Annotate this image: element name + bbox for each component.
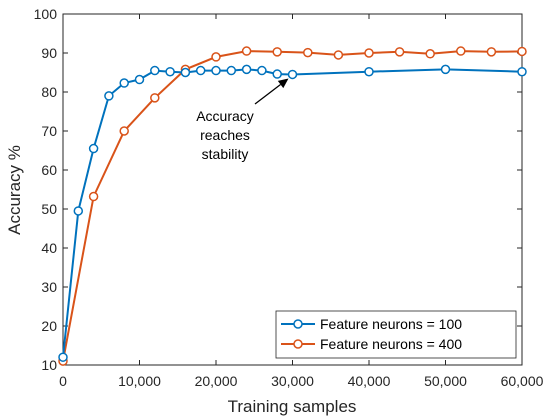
annotation-line-1: Accuracy: [196, 108, 254, 124]
y-tick-label: 10: [41, 357, 57, 373]
data-point: [303, 47, 313, 58]
data-point: [364, 48, 374, 58]
data-point: [104, 91, 114, 101]
x-tick-label: 60,000: [501, 373, 544, 389]
data-point: [180, 67, 191, 78]
y-tick-label: 60: [41, 162, 57, 178]
data-point: [456, 46, 466, 56]
x-axis: 0 10,000 20,000 30,000 40,000 50,000 60,000: [59, 14, 544, 389]
data-point: [73, 206, 84, 216]
data-point: [211, 65, 221, 76]
data-point: [88, 143, 99, 154]
data-point: [226, 65, 237, 76]
data-point: [364, 66, 374, 77]
x-tick-label: 50,000: [424, 373, 467, 389]
x-tick-label: 20,000: [195, 373, 238, 389]
data-point: [119, 78, 129, 88]
data-point: [58, 352, 68, 362]
data-point: [287, 69, 298, 80]
y-tick-label: 50: [41, 201, 57, 217]
y-axis: 10 20 30 40 50 60 70 80 90 100: [34, 6, 522, 373]
data-point: [195, 65, 206, 76]
legend-box: [275, 310, 517, 359]
y-tick-label: 30: [41, 279, 57, 295]
series: [58, 64, 527, 362]
data-point: [165, 66, 175, 77]
x-tick-label: 0: [59, 373, 67, 389]
legend-marker-100: [293, 319, 303, 329]
data-point: [333, 50, 344, 60]
y-axis-title: Accuracy %: [5, 145, 24, 235]
data-point: [241, 64, 252, 75]
legend-label-100: Feature neurons = 100: [320, 316, 462, 332]
data-point: [211, 52, 221, 62]
x-tick-label: 10,000: [118, 373, 161, 389]
annotation-line-3: stability: [202, 146, 249, 162]
data-point: [150, 65, 160, 76]
y-tick-label: 20: [41, 318, 57, 334]
data-point: [257, 65, 267, 76]
legend: Feature neurons = 100 Feature neurons = …: [275, 310, 517, 359]
annotation-arrowhead: [277, 78, 289, 89]
y-tick-label: 80: [41, 84, 57, 100]
data-point: [88, 191, 99, 202]
y-tick-label: 100: [34, 6, 58, 22]
y-tick-label: 70: [41, 123, 57, 139]
data-point: [150, 93, 160, 103]
data-point: [425, 49, 435, 59]
series-line: [62, 50, 523, 362]
data-point: [486, 47, 497, 57]
data-point: [272, 47, 282, 57]
data-point: [517, 46, 527, 57]
y-tick-label: 90: [41, 45, 57, 61]
data-point: [272, 69, 282, 79]
annotation-arrow: [254, 83, 281, 105]
legend-marker-400: [293, 339, 303, 349]
series-layer: [58, 46, 527, 366]
x-axis-title: Training samples: [228, 397, 357, 416]
series: [58, 46, 527, 366]
data-point: [517, 66, 527, 77]
x-tick-label: 40,000: [348, 373, 391, 389]
x-tick-label: 30,000: [271, 373, 314, 389]
legend-label-400: Feature neurons = 400: [320, 336, 462, 352]
y-tick-label: 40: [41, 240, 57, 256]
data-point: [134, 74, 145, 85]
data-point: [394, 47, 405, 57]
annotation-line-2: reaches: [200, 127, 250, 143]
data-point: [119, 126, 129, 136]
data-point: [440, 64, 451, 75]
stability-annotation: Accuracy reaches stability: [196, 78, 289, 162]
data-point: [241, 46, 252, 56]
